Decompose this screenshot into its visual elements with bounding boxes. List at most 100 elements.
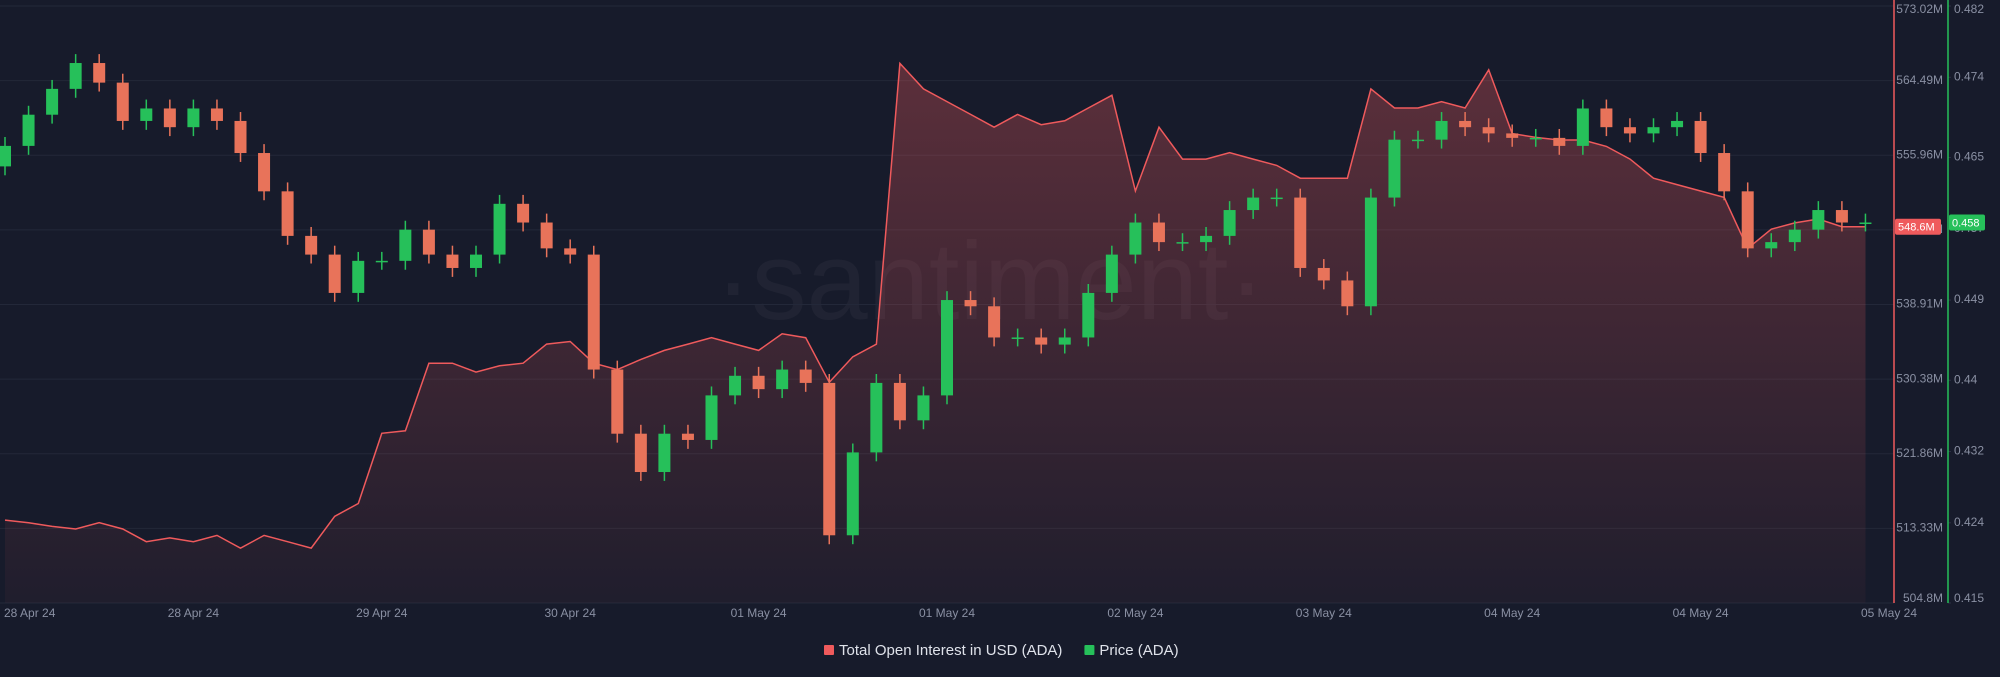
legend: Total Open Interest in USD (ADA) Price (A… (824, 642, 1179, 659)
candle-body (1176, 242, 1189, 244)
candle-body (210, 108, 223, 121)
candle-body (328, 254, 341, 293)
candle-body (1835, 210, 1848, 223)
x-tick-label: 02 May 24 (1107, 606, 1163, 620)
candle-body (93, 63, 106, 83)
candle-body (140, 108, 153, 121)
candle-body (116, 82, 129, 121)
candle-body (1341, 280, 1354, 307)
candle-body (1270, 197, 1283, 200)
y2-tick-label: 0.465 (1954, 150, 1984, 164)
y-tick-label: 513.33M (1896, 521, 1943, 535)
candle-body (422, 229, 435, 255)
y2-tick-label: 0.415 (1954, 591, 1984, 605)
y-tick-label: 530.38M (1896, 371, 1943, 385)
area-fill (5, 63, 1866, 603)
candle-body (870, 382, 883, 453)
candle-body (1506, 133, 1519, 138)
candle-body (517, 203, 530, 223)
candle-body (1576, 108, 1589, 146)
candle-body (69, 63, 82, 89)
candle-body (234, 120, 247, 154)
y2-tick-label: 0.482 (1954, 2, 1984, 16)
candle-body (540, 222, 553, 249)
legend-label: Price (ADA) (1099, 642, 1178, 659)
y2-tick-label: 0.432 (1954, 444, 1984, 458)
y-tick-label: 573.02M (1896, 2, 1943, 16)
candle-body (1765, 242, 1778, 249)
candle-body (163, 108, 176, 128)
candle-body (1035, 337, 1048, 345)
x-tick-label: 04 May 24 (1673, 606, 1729, 620)
candle-body (1600, 108, 1613, 128)
candle-body (988, 306, 1001, 338)
current-value-tag (1895, 218, 1941, 235)
candle-body (1553, 137, 1566, 146)
x-tick-label: 28 Apr 24 (4, 606, 56, 620)
candle-body (46, 88, 59, 115)
y-tick-label: 555.96M (1896, 147, 1943, 161)
candle-body (446, 254, 459, 268)
x-tick-label: 01 May 24 (919, 606, 975, 620)
legend-swatch (1084, 645, 1095, 655)
y2-tick-label: 0.44 (1954, 372, 1978, 386)
candle-body (1435, 120, 1448, 140)
candle-body (1152, 222, 1165, 243)
candle-body (1647, 127, 1660, 134)
candle-body (564, 248, 577, 255)
candle-body (1247, 197, 1260, 211)
y-tick-label: 564.49M (1896, 73, 1943, 87)
candle-body (658, 433, 671, 473)
candle-body (893, 382, 906, 421)
current-value-label: 548.6M (1898, 222, 1935, 234)
candle-body (187, 108, 200, 128)
candle-body (823, 382, 836, 536)
candle-body (1294, 197, 1307, 268)
x-tick-label: 04 May 24 (1484, 606, 1540, 620)
candle-body (22, 114, 35, 146)
candle-body (1058, 337, 1071, 345)
legend-label: Total Open Interest in USD (ADA) (839, 642, 1062, 659)
candle-body (634, 433, 647, 473)
candle-body (964, 300, 977, 307)
legend-swatch (824, 645, 834, 655)
candle-body (1859, 222, 1872, 225)
candle-body (1482, 127, 1495, 134)
candle-body (1529, 137, 1542, 140)
candle-body (1718, 153, 1731, 192)
candle-body (799, 369, 812, 383)
candle-body (1364, 197, 1377, 307)
candle-body (752, 375, 765, 390)
candle-body (941, 300, 953, 396)
x-tick-label: 30 Apr 24 (545, 606, 597, 620)
candle-body (1694, 120, 1707, 154)
candle-body (1788, 229, 1801, 243)
candle-body (729, 375, 742, 396)
candle-body (705, 395, 718, 440)
candle-body (281, 191, 294, 236)
candle-body (1105, 254, 1118, 293)
x-tick-label: 01 May 24 (731, 606, 787, 620)
candle-body (0, 145, 11, 167)
candle-body (1623, 127, 1636, 134)
candle-body (399, 229, 412, 261)
candle-body (587, 254, 600, 370)
y-tick-label: 504.8M (1903, 591, 1943, 605)
candle-body (375, 260, 388, 263)
y2-tick-label: 0.449 (1954, 292, 1984, 306)
candle-body (1741, 191, 1754, 249)
candle-body (681, 433, 694, 440)
candle-body (1412, 139, 1424, 142)
candle-body (1459, 120, 1472, 128)
candle-body (1082, 292, 1095, 338)
candle-body (1812, 210, 1825, 230)
candle-body (1388, 139, 1401, 198)
candle-body (1223, 210, 1236, 236)
current-value-tag (1949, 214, 1985, 231)
candle-body (1200, 235, 1213, 243)
y2-tick-label: 0.474 (1954, 69, 1984, 83)
candle-body (470, 254, 482, 268)
candle-body (493, 203, 506, 255)
y2-tick-label: 0.424 (1954, 515, 1984, 529)
candle-body (258, 153, 271, 192)
